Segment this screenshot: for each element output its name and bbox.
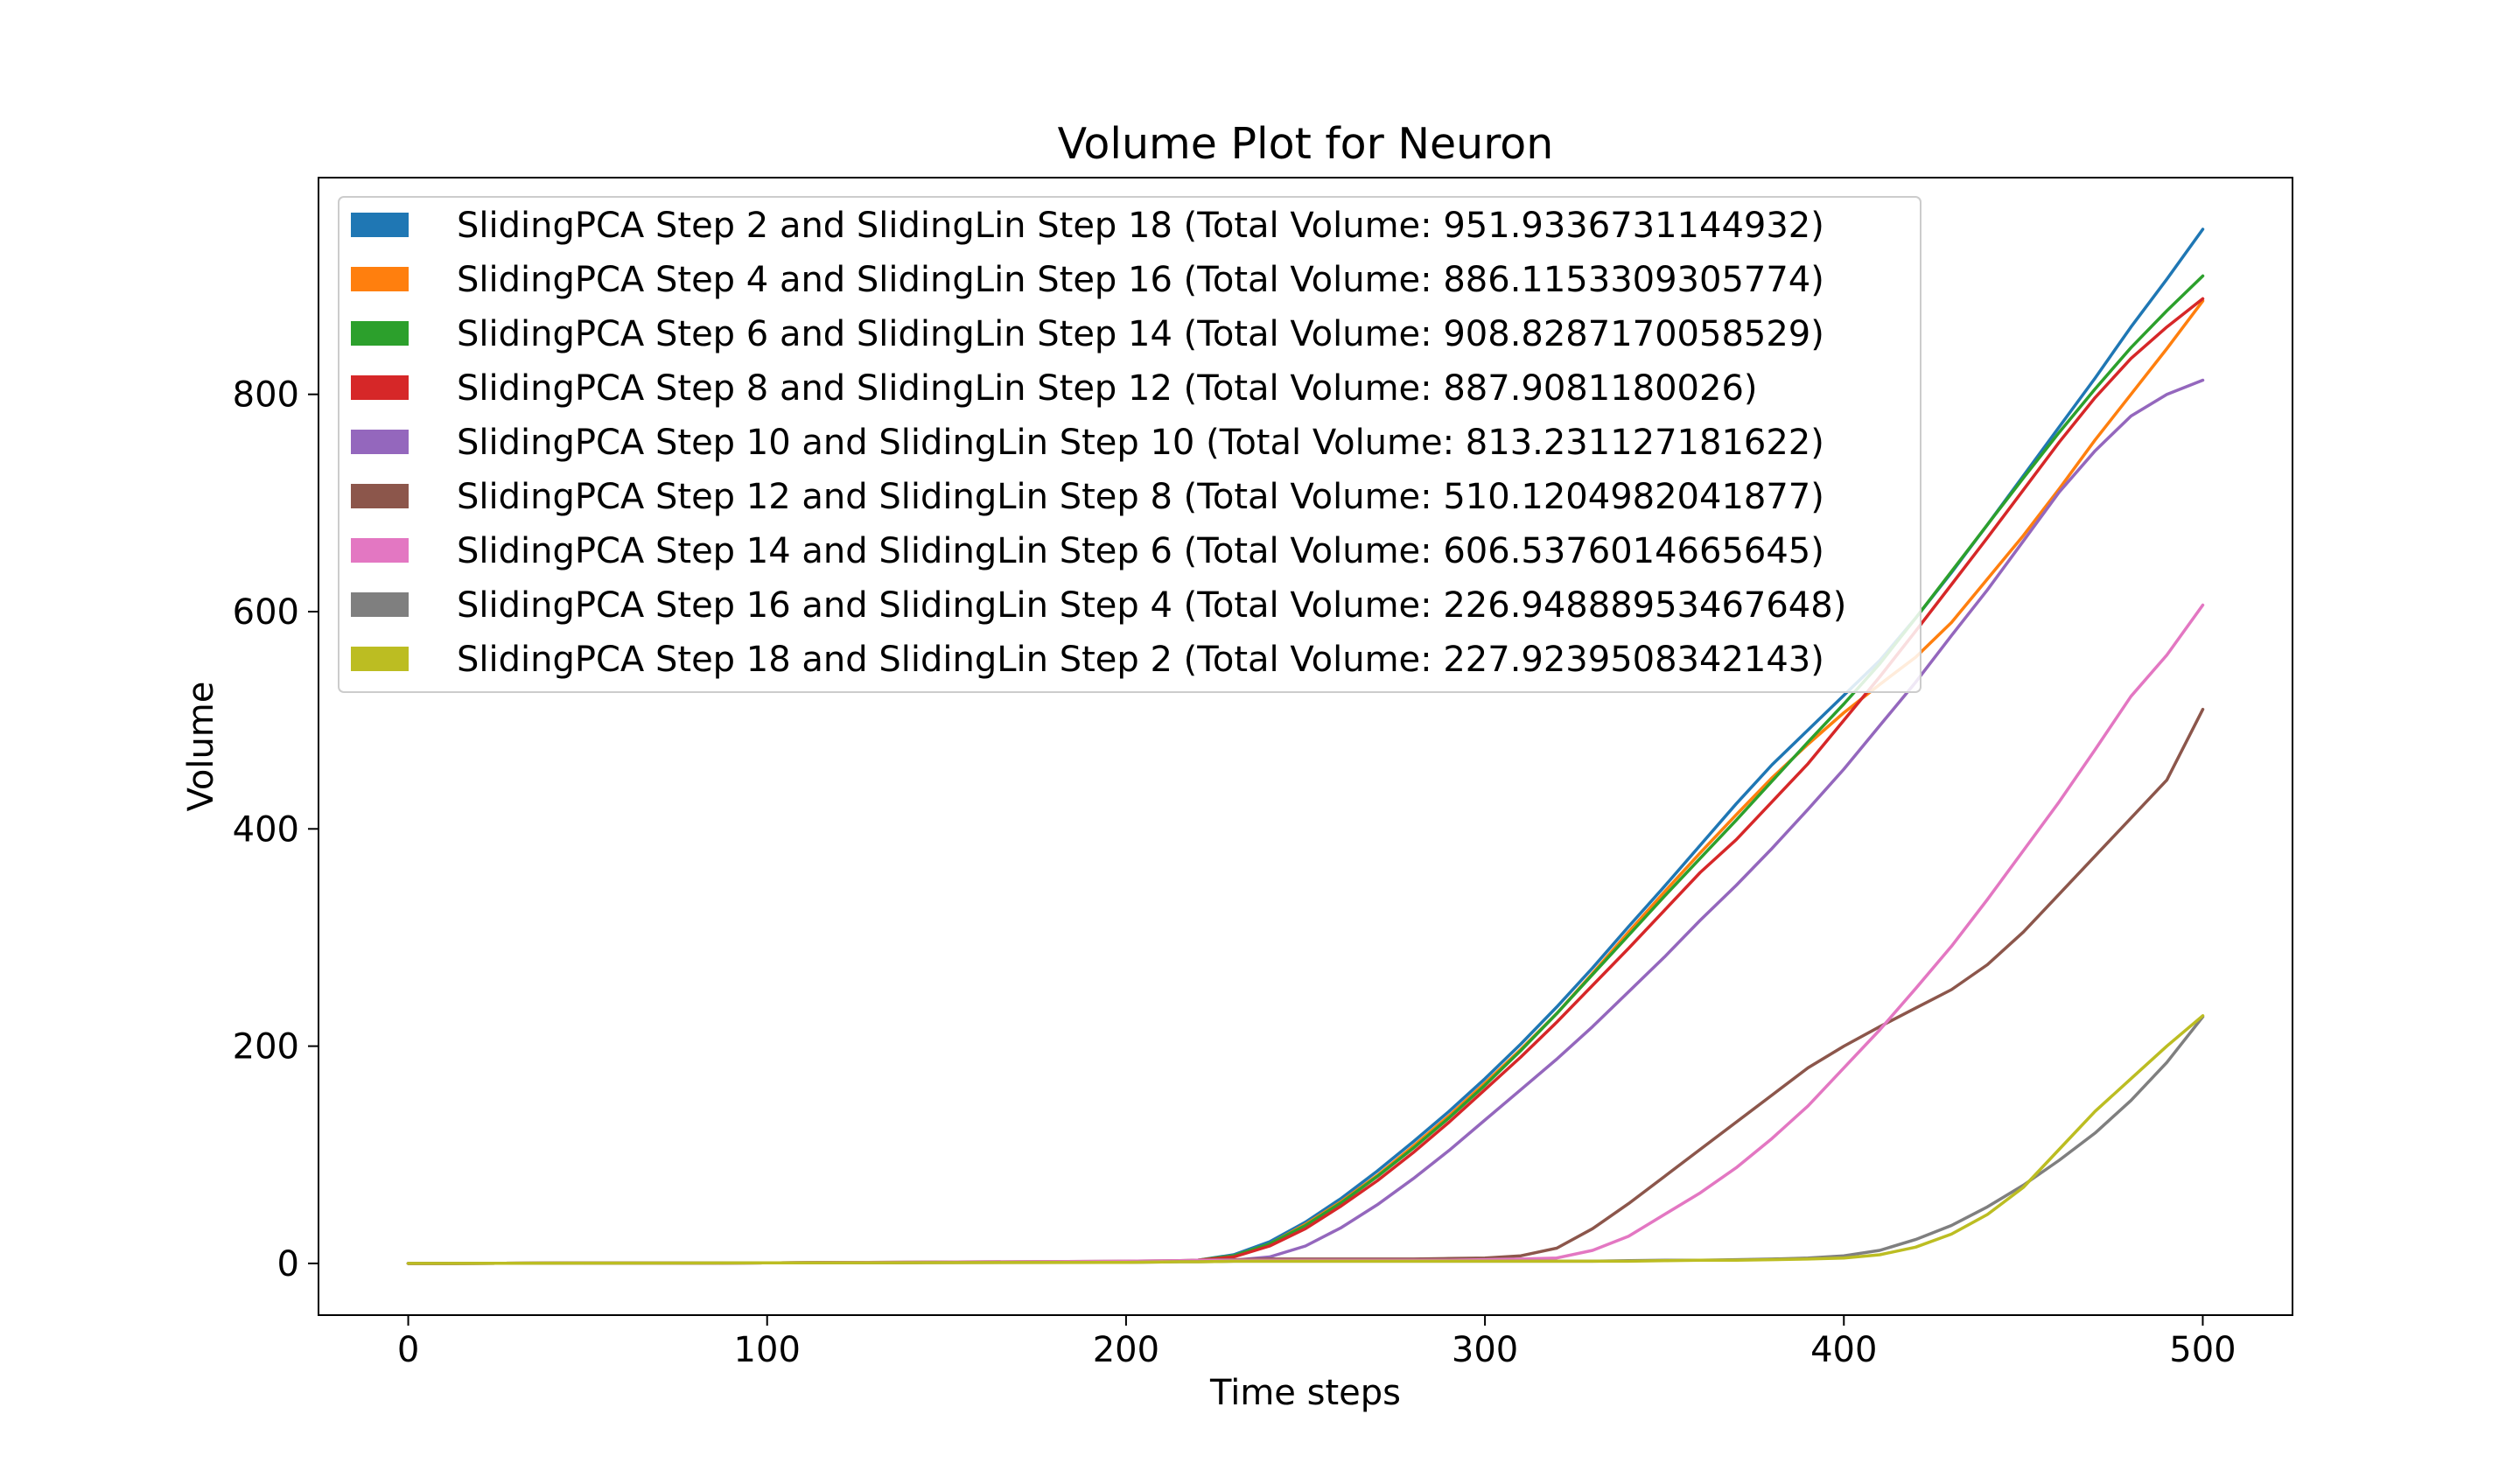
- y-tick-label: 0: [277, 1244, 299, 1284]
- chart-title: Volume Plot for Neuron: [1058, 119, 1554, 169]
- legend-entry-label: SlidingPCA Step 12 and SlidingLin Step 8…: [457, 477, 1824, 517]
- series-line-9: [406, 1014, 2205, 1265]
- x-axis-label: Time steps: [1209, 1373, 1401, 1413]
- y-axis: 0 200 400 600 800: [233, 375, 318, 1284]
- legend-box: [338, 196, 1922, 693]
- legend-swatch: [351, 538, 409, 563]
- series-line-4: [406, 297, 2205, 1265]
- series-line-7: [406, 603, 2205, 1265]
- legend-swatch: [351, 267, 409, 291]
- x-tick-label: 100: [734, 1330, 801, 1370]
- legend-swatch: [351, 592, 409, 617]
- legend: SlidingPCA Step 2 and SlidingLin Step 18…: [338, 196, 1922, 693]
- y-tick-label: 400: [233, 809, 299, 850]
- legend-entry-label: SlidingPCA Step 16 and SlidingLin Step 4…: [457, 585, 1846, 626]
- x-tick-label: 200: [1093, 1330, 1159, 1370]
- legend-swatch: [351, 321, 409, 346]
- legend-entry-label: SlidingPCA Step 18 and SlidingLin Step 2…: [457, 640, 1824, 680]
- x-tick-label: 300: [1452, 1330, 1518, 1370]
- y-tick-label: 600: [233, 592, 299, 633]
- legend-swatch: [351, 213, 409, 237]
- x-tick-label: 500: [2169, 1330, 2236, 1370]
- legend-entry-label: SlidingPCA Step 6 and SlidingLin Step 14…: [457, 314, 1824, 354]
- legend-swatch: [351, 484, 409, 508]
- legend-entry-label: SlidingPCA Step 2 and SlidingLin Step 18…: [457, 206, 1824, 246]
- y-tick-label: 200: [233, 1027, 299, 1068]
- legend-swatch: [351, 647, 409, 671]
- legend-entry-label: SlidingPCA Step 4 and SlidingLin Step 16…: [457, 260, 1824, 300]
- legend-entry-label: SlidingPCA Step 14 and SlidingLin Step 6…: [457, 531, 1824, 571]
- series-layer: [406, 228, 2205, 1265]
- y-axis-label: Volume: [181, 682, 221, 812]
- legend-entry-label: SlidingPCA Step 8 and SlidingLin Step 12…: [457, 368, 1758, 409]
- plot-area-frame: [318, 177, 2293, 1316]
- x-axis: 0 100 200 300 400 500: [397, 1315, 2236, 1370]
- series-line-6: [406, 707, 2205, 1265]
- legend-swatch: [351, 430, 409, 454]
- x-tick-label: 400: [1810, 1330, 1877, 1370]
- x-tick-label: 0: [397, 1330, 419, 1370]
- y-tick-label: 800: [233, 375, 299, 416]
- legend-swatch: [351, 375, 409, 400]
- legend-entry-label: SlidingPCA Step 10 and SlidingLin Step 1…: [457, 423, 1824, 463]
